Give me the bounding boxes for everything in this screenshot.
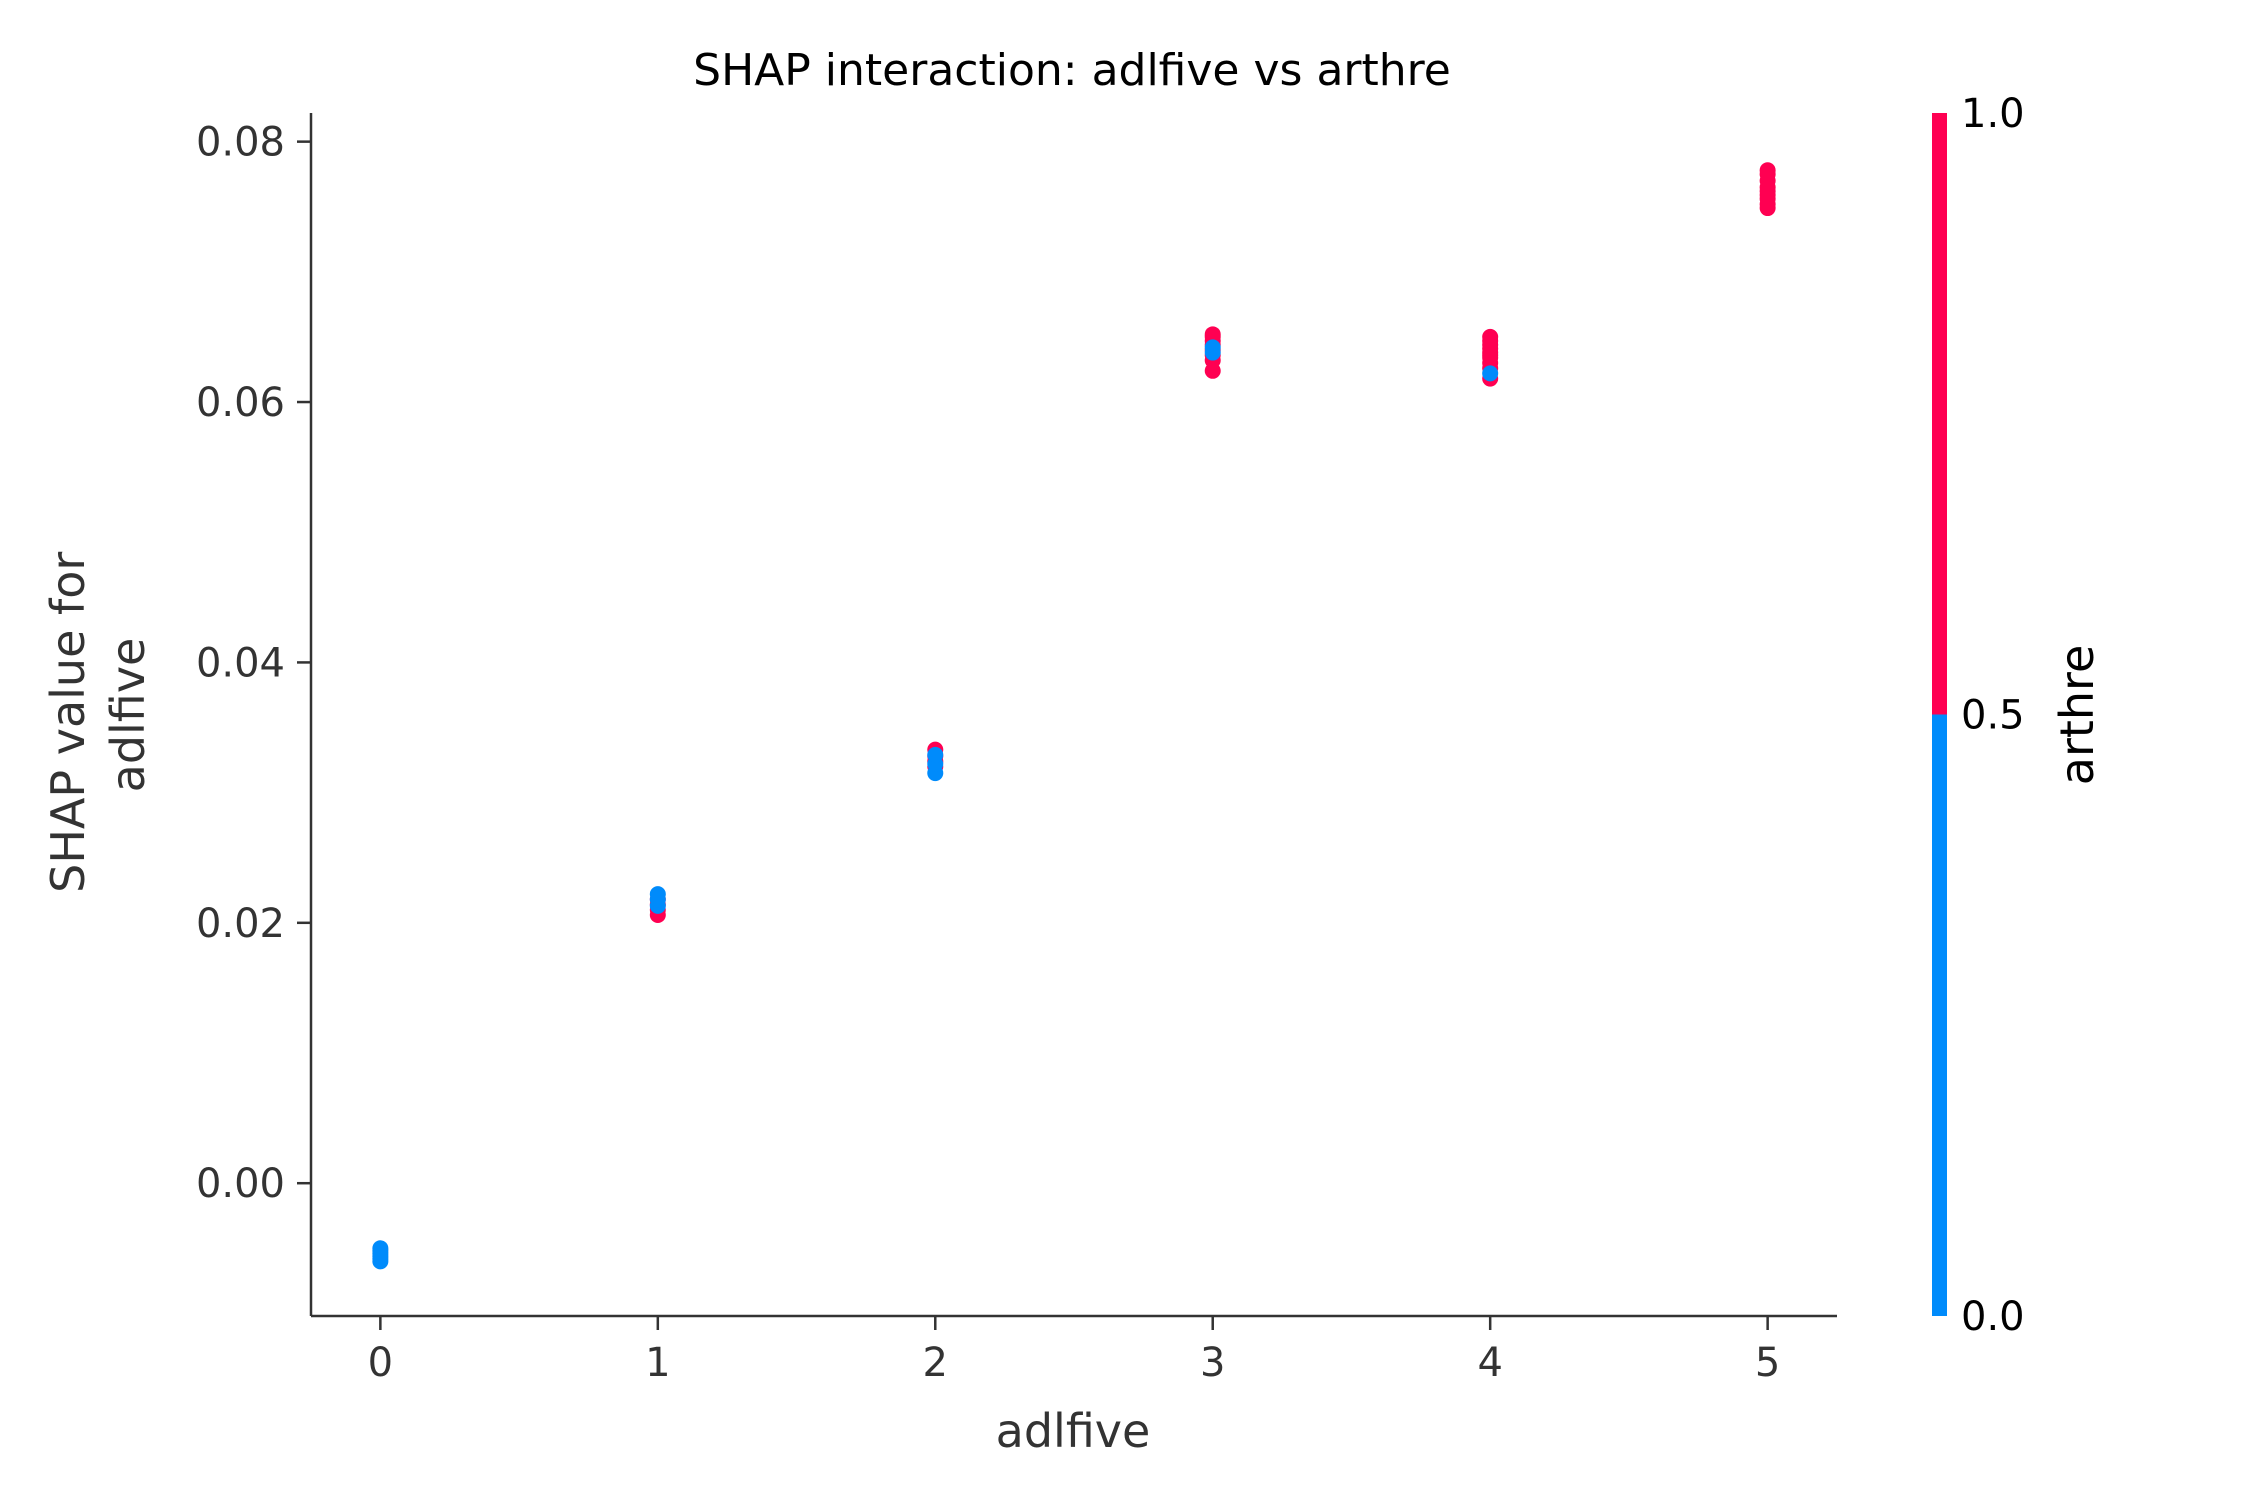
x-tick-label: 2 xyxy=(923,1340,948,1386)
y-axis-label-line-2: adlfive xyxy=(101,638,155,793)
y-axis-label: SHAP value for adlfive xyxy=(41,537,155,893)
x-tick-label: 0 xyxy=(368,1340,393,1386)
x-tick-label: 1 xyxy=(645,1340,670,1386)
scatter-points xyxy=(372,162,1776,1270)
colorbar-gradient-bar xyxy=(1932,113,1947,1316)
y-tick-label: 0.02 xyxy=(196,901,285,947)
chart-title: SHAP interaction: adlfive vs arthre xyxy=(693,45,1451,96)
x-tick-label: 4 xyxy=(1477,1340,1502,1386)
colorbar-label: arthre xyxy=(2050,645,2104,786)
y-tick-label: 0.00 xyxy=(196,1161,285,1207)
data-point-arthre-low xyxy=(372,1240,389,1257)
y-axis-ticks: 0.00 0.02 0.04 0.06 0.08 xyxy=(196,120,311,1207)
x-axis-label: adlfive xyxy=(996,1404,1151,1458)
plot-axes xyxy=(309,113,1837,1318)
colorbar-tick-label: 0.0 xyxy=(1961,1294,2025,1340)
data-point-arthre-high xyxy=(1482,347,1499,364)
data-point-arthre-low xyxy=(927,746,944,763)
y-tick-label: 0.04 xyxy=(196,640,285,686)
colorbar-ticks: 0.0 0.5 1.0 xyxy=(1961,91,2025,1340)
x-tick-label: 5 xyxy=(1755,1340,1780,1386)
colorbar-tick-label: 1.0 xyxy=(1961,91,2025,137)
x-axis-ticks: 0 1 2 3 4 5 xyxy=(368,1316,1780,1386)
x-tick-label: 3 xyxy=(1200,1340,1225,1386)
data-point-arthre-low xyxy=(1482,365,1499,382)
data-point-arthre-low xyxy=(1204,339,1221,356)
colorbar-tick-label: 0.5 xyxy=(1961,693,2025,739)
colorbar: 0.0 0.5 1.0 arthre xyxy=(1932,91,2104,1340)
y-tick-label: 0.08 xyxy=(196,120,285,166)
data-point-arthre-high xyxy=(1482,328,1499,345)
y-tick-label: 0.06 xyxy=(196,380,285,426)
data-point-arthre-high xyxy=(1759,162,1776,179)
data-point-arthre-high xyxy=(1204,326,1221,343)
y-axis-label-line-1: SHAP value for xyxy=(41,552,95,893)
data-point-arthre-low xyxy=(649,886,666,903)
